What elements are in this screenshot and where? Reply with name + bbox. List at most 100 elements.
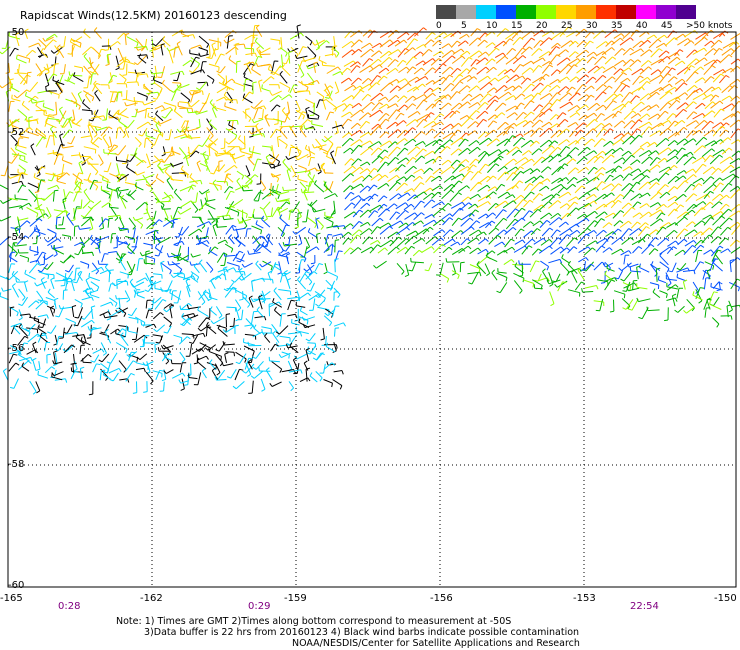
wind-barb (605, 168, 614, 174)
wind-barb-flag (315, 217, 320, 220)
wind-barb (512, 133, 521, 139)
wind-barb (162, 39, 171, 47)
wind-barb (276, 198, 290, 203)
wind-barb-flag (27, 258, 30, 263)
wind-barb-flag (89, 70, 94, 74)
wind-barb (497, 91, 509, 100)
wind-barb-flag (628, 250, 632, 255)
wind-barb-flag (202, 289, 207, 294)
wind-barb-flag (385, 183, 390, 187)
wind-barb-flag (669, 83, 673, 88)
wind-barb (37, 179, 42, 190)
wind-barb (631, 86, 642, 94)
wind-barb (380, 82, 391, 92)
wind-barb-flag (200, 180, 203, 185)
wind-barb-flag (28, 116, 33, 119)
wind-barb-flag (309, 201, 313, 206)
wind-barb (468, 110, 477, 119)
wind-barb-flag (648, 150, 653, 154)
wind-barb-flag (163, 308, 167, 313)
wind-barb (272, 90, 282, 96)
wind-barb (413, 51, 421, 58)
wind-barb-flag (209, 172, 214, 175)
wind-barb-flag (505, 28, 509, 32)
wind-barb (433, 243, 443, 254)
wind-barb-flag (609, 247, 613, 251)
wind-barb (235, 257, 245, 262)
wind-barb-flag (264, 114, 269, 118)
wind-barb-flag (565, 145, 570, 149)
wind-barb-flag (600, 282, 606, 284)
wind-barb (62, 129, 70, 139)
wind-barb-flag (16, 312, 19, 317)
wind-barb-flag (77, 91, 82, 95)
wind-barb-flag (166, 253, 170, 258)
wind-barb (152, 191, 160, 201)
wind-barb-flag (359, 139, 363, 143)
wind-barb (667, 76, 675, 83)
wind-barb-flag (145, 178, 148, 183)
wind-barb (541, 145, 552, 154)
wind-barb (114, 92, 119, 103)
wind-barb-flag (340, 71, 344, 76)
wind-barb (693, 261, 701, 272)
wind-barb-flag (423, 118, 428, 122)
wind-barb (623, 282, 635, 289)
wind-barb-flag (88, 228, 94, 231)
wind-barb (704, 101, 713, 110)
wind-barb-flag (620, 210, 625, 214)
wind-barb-flag (461, 201, 466, 206)
wind-barb-flag (36, 213, 39, 218)
wind-barb (91, 137, 99, 145)
wind-barb (539, 185, 547, 192)
wind-barb (97, 242, 101, 254)
wind-barb-flag (704, 57, 708, 62)
wind-barb-flag (566, 76, 570, 81)
wind-barb (631, 147, 642, 156)
wind-barb-flag (692, 244, 697, 249)
wind-barb-flag (115, 295, 117, 300)
wind-barb-flag (87, 66, 92, 69)
wind-barb (530, 92, 538, 103)
wind-barb-flag (636, 265, 641, 268)
wind-barb-flag (690, 40, 695, 44)
wind-barb (209, 296, 218, 301)
wind-barb-flag (692, 221, 696, 225)
wind-barb (55, 101, 58, 115)
wind-barb-flag (521, 137, 526, 141)
wind-barb (704, 140, 715, 147)
wind-barb (655, 203, 664, 211)
wind-barb (251, 280, 254, 292)
wind-barb (469, 247, 479, 255)
wind-barb-flag (53, 73, 58, 77)
wind-barb-flag (37, 269, 42, 273)
wind-barb-flag (631, 206, 636, 210)
wind-barb (685, 130, 694, 139)
wind-barb (566, 237, 575, 247)
wind-barb-flag (296, 109, 301, 113)
wind-barb (558, 191, 569, 199)
wind-barb-flag (721, 215, 726, 219)
wind-barb-flag (320, 226, 324, 230)
wind-barb-flag (656, 178, 660, 182)
wind-barb-flag (725, 237, 729, 241)
wind-barb-flag (258, 79, 263, 82)
wind-barb (524, 238, 533, 247)
wind-barb-flag (493, 191, 497, 195)
wind-barb-flag (542, 268, 546, 272)
wind-barb (98, 218, 106, 228)
wind-barb-flag (290, 299, 295, 302)
wind-barb-flag (647, 60, 652, 64)
wind-barb (567, 105, 578, 112)
wind-barb (574, 58, 584, 66)
wind-barb (119, 260, 127, 271)
wind-barb (520, 139, 532, 148)
wind-barb-flag (304, 144, 308, 149)
wind-barb-flag (636, 181, 641, 185)
wind-barb-flag (196, 126, 201, 129)
wind-barb (548, 92, 558, 103)
wind-barb (262, 201, 271, 210)
wind-barb-flag (524, 157, 529, 161)
wind-barb-flag (439, 168, 443, 172)
wind-barb-flag (301, 259, 306, 261)
